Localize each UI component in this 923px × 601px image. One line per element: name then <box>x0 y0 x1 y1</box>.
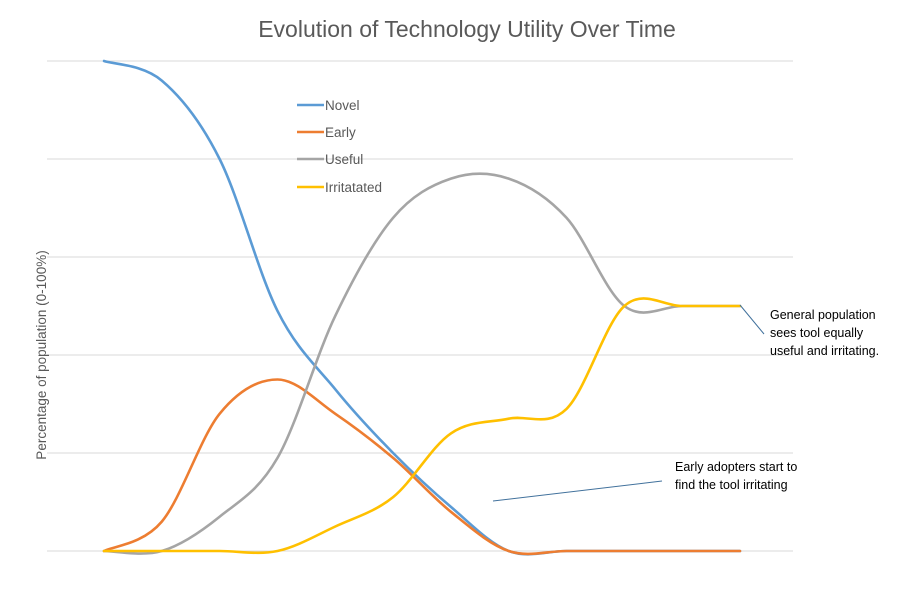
annotation-early-line-2: find the tool irritating <box>675 478 788 492</box>
legend-item-early[interactable]: Early <box>297 125 356 140</box>
legend-item-irritatated[interactable]: Irritatated <box>297 180 382 195</box>
legend-label-novel: Novel <box>325 98 360 113</box>
annotation-general-line-2: sees tool equally <box>770 326 864 340</box>
series-line-irritatated <box>102 297 742 555</box>
annotation-leader-early <box>492 480 663 502</box>
annotation-general-line-3: useful and irritating. <box>770 344 879 358</box>
annotation-early-adopters: Early adopters start to find the tool ir… <box>492 460 797 502</box>
legend: Novel Early Useful Irritatated <box>297 98 382 195</box>
series-line-novel <box>102 59 742 556</box>
annotation-leader-general <box>739 304 765 335</box>
annotation-general-line-1: General population <box>770 308 876 322</box>
legend-label-early: Early <box>325 125 356 140</box>
legend-label-irritatated: Irritatated <box>325 180 382 195</box>
series-line-useful <box>102 172 742 555</box>
chart-title: Evolution of Technology Utility Over Tim… <box>258 16 676 42</box>
legend-item-novel[interactable]: Novel <box>297 98 360 113</box>
series-line-early <box>102 378 742 556</box>
legend-label-useful: Useful <box>325 152 363 167</box>
annotation-general-population: General population sees tool equally use… <box>739 304 879 358</box>
series-lines <box>102 59 742 556</box>
y-axis-label: Percentage of population (0-100%) <box>34 250 49 459</box>
annotation-early-line-1: Early adopters start to <box>675 460 797 474</box>
legend-item-useful[interactable]: Useful <box>297 152 363 167</box>
